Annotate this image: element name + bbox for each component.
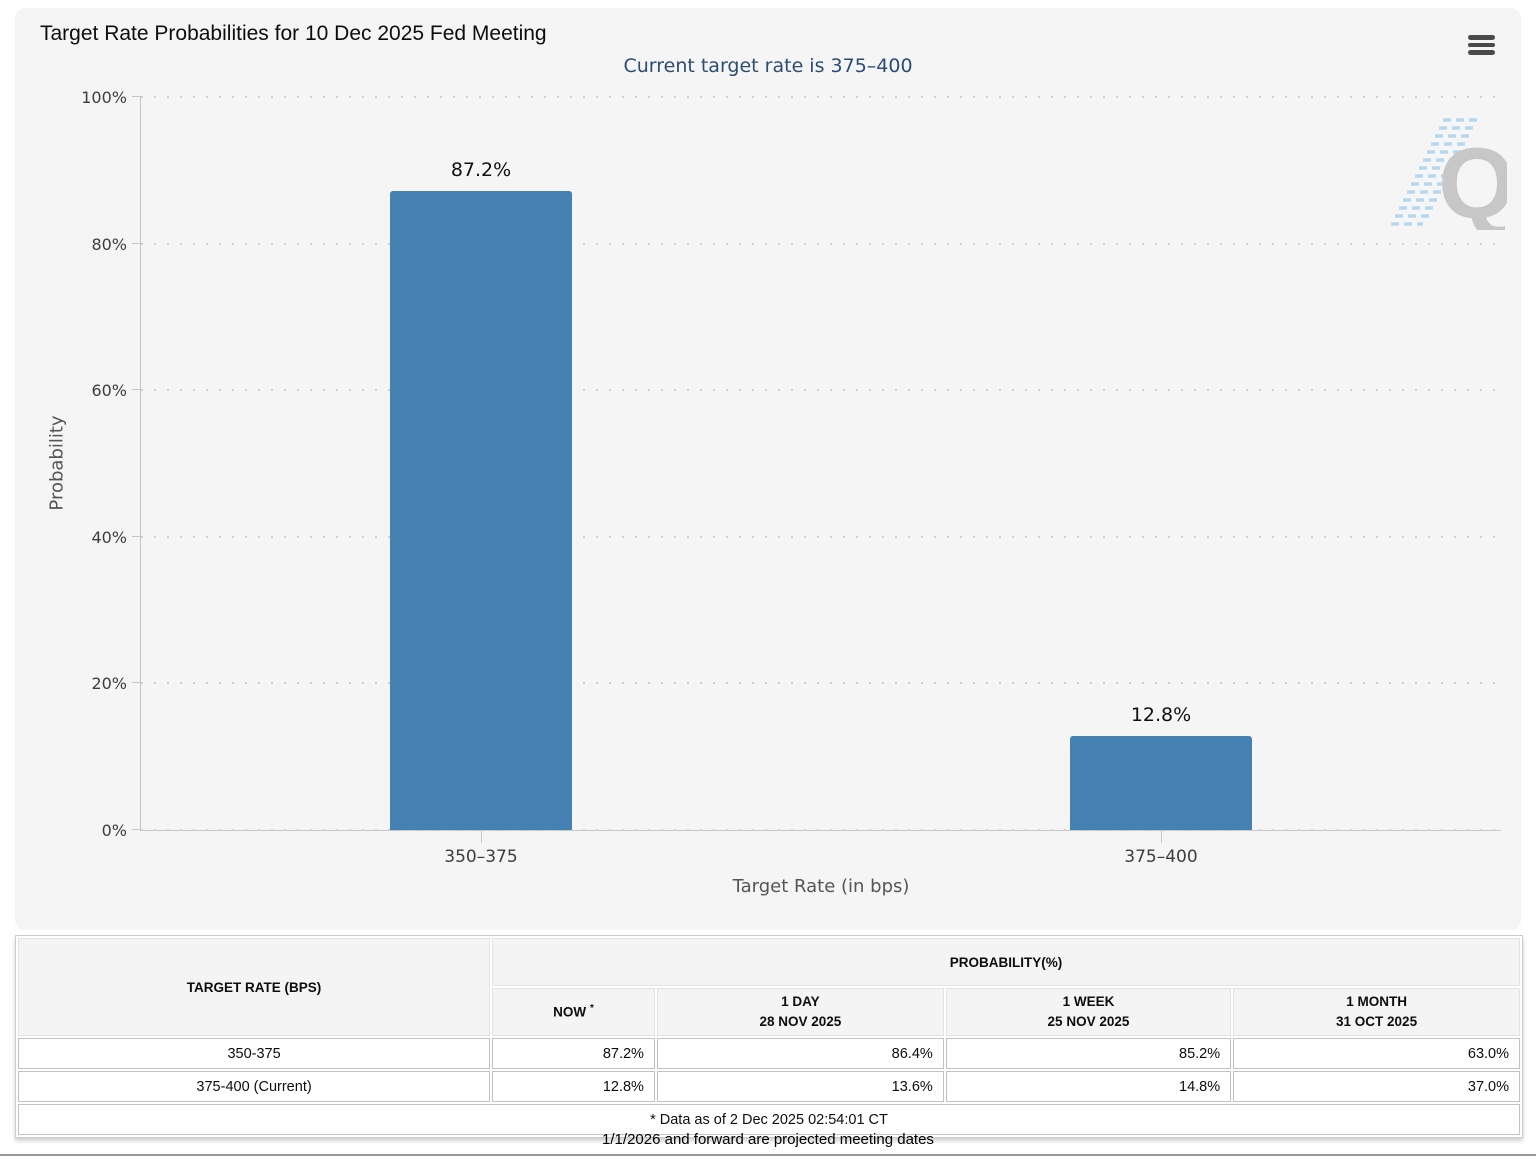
- day-value-cell: 13.6%: [656, 1071, 944, 1102]
- y-tick-label: 80%: [91, 234, 127, 254]
- probability-table: TARGET RATE (BPS) PROBABILITY(%) NOW * 1…: [15, 935, 1523, 1138]
- y-tick: [132, 96, 141, 97]
- projected-dates-note: 1/1/2026 and forward are projected meeti…: [602, 1131, 934, 1148]
- chart-title: Target Rate Probabilities for 10 Dec 202…: [40, 22, 547, 45]
- subheader-line2: 25 NOV 2025: [1047, 1014, 1130, 1029]
- table-header-1day: 1 DAY 28 NOV 2025: [656, 988, 944, 1036]
- gridline-40: [141, 535, 1501, 538]
- month-value-cell: 63.0%: [1233, 1038, 1520, 1069]
- now-value-cell: 87.2%: [492, 1038, 655, 1069]
- y-tick: [132, 242, 141, 244]
- bar-slot-350-375: 87.2%: [390, 97, 572, 830]
- rate-cell: 375-400 (Current): [18, 1071, 491, 1102]
- bar-350-375[interactable]: 87.2%: [390, 159, 572, 830]
- table-header-probability: PROBABILITY(%): [492, 938, 1520, 986]
- table-header-1month: 1 MONTH 31 OCT 2025: [1233, 988, 1520, 1036]
- x-tick: [481, 830, 482, 843]
- day-value-cell: 86.4%: [656, 1038, 944, 1069]
- bar-value-label: 12.8%: [1130, 704, 1192, 727]
- x-tick: [1161, 830, 1162, 843]
- month-value-cell: 37.0%: [1233, 1071, 1520, 1102]
- gridline-80: [141, 242, 1501, 245]
- subheader-line1: 1 DAY: [781, 993, 820, 1009]
- bar-value-label: 87.2%: [450, 158, 512, 181]
- y-tick: [132, 829, 141, 830]
- gridline-60: [141, 389, 1501, 392]
- rate-cell: 350-375: [18, 1038, 491, 1069]
- table-header-target-rate: TARGET RATE (BPS): [18, 938, 491, 1036]
- chart-panel: Target Rate Probabilities for 10 Dec 202…: [15, 8, 1521, 930]
- y-tick-label: 60%: [91, 381, 127, 401]
- data-as-of-footnote: * Data as of 2 Dec 2025 02:54:01 CT: [18, 1104, 1520, 1135]
- x-tick-label-375-400: 375–400: [1124, 847, 1198, 867]
- subheader-line2: 28 NOV 2025: [759, 1014, 842, 1029]
- bar-375-400[interactable]: 12.8%: [1070, 704, 1252, 830]
- y-tick-label: 40%: [91, 527, 127, 547]
- subheader-line1: 1 MONTH: [1346, 993, 1407, 1009]
- now-asterisk: *: [589, 1003, 594, 1015]
- y-axis-title: Probability: [46, 415, 68, 511]
- y-tick-label: 0%: [101, 821, 127, 840]
- y-tick-label: 20%: [91, 674, 127, 694]
- table-row: 375-400 (Current) 12.8% 13.6% 14.8% 37.0…: [18, 1071, 1520, 1102]
- gridline-100: [141, 96, 1501, 98]
- menu-bar: [1468, 50, 1495, 55]
- bottom-divider: [0, 1154, 1536, 1156]
- gridline-0: [141, 829, 1501, 831]
- menu-bar: [1468, 42, 1495, 47]
- quikstrike-watermark-logo: Q: [1387, 114, 1516, 240]
- gridline-20: [141, 682, 1501, 685]
- table-header-now: NOW *: [492, 988, 655, 1036]
- now-label: NOW: [553, 1004, 587, 1020]
- hamburger-menu-icon[interactable]: [1468, 35, 1495, 58]
- table-header-1week: 1 WEEK 25 NOV 2025: [945, 988, 1232, 1036]
- y-tick: [132, 535, 141, 537]
- plot-area: 0% 20% 40% 60% 80% 100% 87.2% 12.8% 350–…: [81, 88, 1501, 897]
- y-tick-label: 100%: [81, 88, 127, 107]
- now-value-cell: 12.8%: [492, 1071, 655, 1102]
- y-tick: [132, 682, 141, 684]
- table-row: 350-375 87.2% 86.4% 85.2% 63.0%: [18, 1038, 1520, 1069]
- watermark-letter: Q: [1438, 128, 1507, 230]
- chart-subtitle: Current target rate is 375–400: [623, 55, 913, 77]
- menu-bar: [1468, 35, 1495, 40]
- week-value-cell: 14.8%: [945, 1071, 1232, 1102]
- x-axis-title: Target Rate (in bps): [732, 876, 910, 897]
- week-value-cell: 85.2%: [945, 1038, 1232, 1069]
- y-tick: [132, 389, 141, 391]
- bar-slot-375-400: 12.8%: [1070, 97, 1252, 830]
- x-tick-label-350-375: 350–375: [444, 847, 518, 867]
- subheader-line2: 31 OCT 2025: [1336, 1014, 1418, 1029]
- subheader-line1: 1 WEEK: [1062, 993, 1115, 1009]
